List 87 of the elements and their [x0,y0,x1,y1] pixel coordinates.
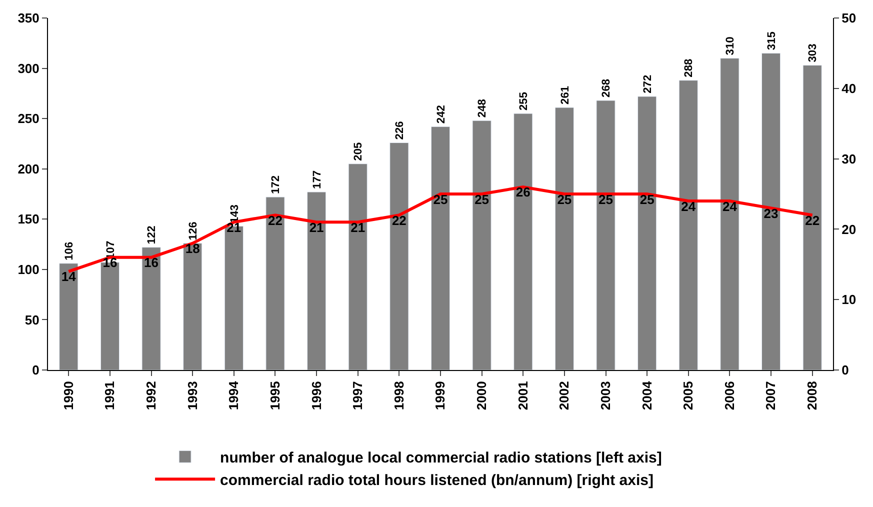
data-label: 21 [309,220,324,235]
data-label: 126 [187,222,200,240]
data-label: 23 [764,206,778,221]
bar [472,120,492,370]
bar [142,247,161,370]
data-label: 315 [766,32,778,50]
data-label: 122 [146,226,158,244]
bar [266,196,285,370]
y-tick-label: 200 [18,161,40,176]
x-tick-label: 1993 [184,381,200,410]
y2-tick-label: 50 [842,10,856,26]
bar [596,100,616,370]
data-label: 25 [433,192,448,207]
data-label: 18 [185,241,200,256]
data-label: 24 [681,198,696,214]
data-label: 242 [435,105,448,124]
x-tick-label: 2002 [556,381,572,410]
data-label: 26 [516,184,530,200]
data-label: 25 [598,192,613,207]
data-label: 303 [807,44,820,62]
y-tick-label: 250 [18,111,40,126]
bar [390,142,409,370]
bar [638,96,657,370]
x-tick-label: 1998 [391,381,406,410]
data-label: 261 [559,86,572,104]
data-label: 21 [350,220,366,235]
data-label: 24 [722,198,738,214]
data-label: 288 [683,58,696,78]
x-tick-label: 1999 [432,381,448,410]
data-label: 255 [518,92,530,111]
bar [802,65,822,370]
x-tick-label: 2000 [474,381,490,410]
y2-tick-label: 0 [842,362,849,378]
data-label: 205 [352,142,365,161]
x-tick-label: 1994 [226,380,242,410]
bar [59,263,78,370]
x-tick-label: 2003 [598,381,613,410]
y-tick-label: 50 [24,312,40,328]
data-label: 177 [311,170,324,189]
x-tick-label: 1995 [267,381,282,410]
data-label: 25 [640,192,654,207]
y-tick-label: 350 [18,10,40,26]
y-tick-label: 100 [18,262,40,277]
x-tick-label: 1991 [102,381,118,410]
y-tick-label: 0 [32,362,40,378]
bar [678,80,698,370]
x-tick-label: 2004 [639,380,654,410]
bar [183,243,202,370]
y2-tick-label: 20 [842,222,856,237]
x-tick-label: 2006 [722,381,737,410]
x-tick-label: 1992 [144,381,159,410]
x-tick-label: 2007 [763,381,778,410]
x-tick-label: 1997 [350,381,366,410]
data-label: 268 [600,78,613,98]
legend-label: commercial radio total hours listened (bn/annum) [right axis] [220,472,654,489]
x-tick-label: 2001 [515,381,530,410]
bar [554,107,574,370]
legend-label: number of analogue local commercial radio stations [left axis] [220,450,662,466]
bar [348,164,368,370]
bar [430,126,450,370]
data-label: 172 [270,175,282,194]
data-label: 272 [642,74,654,94]
y2-tick-label: 40 [842,80,856,96]
x-tick-label: 1990 [60,381,76,410]
data-label: 143 [228,204,241,224]
data-label: 226 [394,121,406,140]
data-label: 16 [144,255,159,270]
x-tick-label: 1996 [308,381,324,410]
bar [720,58,740,370]
data-label: 22 [805,212,820,228]
bar [307,192,326,370]
data-label: 14 [61,269,77,284]
y2-tick-label: 30 [842,151,856,166]
bar [514,113,533,370]
data-label: 25 [474,192,490,207]
x-tick-label: 2005 [680,381,696,410]
data-label: 106 [64,242,76,260]
data-label: 310 [724,36,737,56]
data-label: 25 [557,192,572,207]
bar [761,52,781,370]
data-label: 248 [476,99,489,118]
y2-tick-label: 10 [842,292,856,308]
y-tick-label: 150 [18,212,40,227]
y-tick-label: 300 [18,60,40,76]
data-label: 22 [268,212,282,228]
x-tick-label: 2008 [804,381,820,410]
data-label: 22 [392,212,406,228]
